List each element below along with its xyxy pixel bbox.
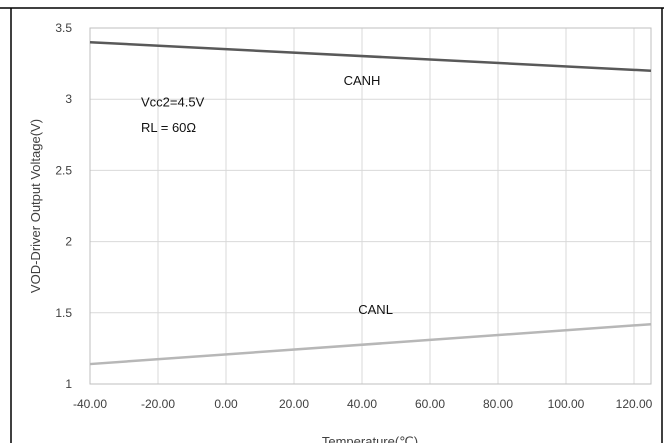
x-tick-label: -40.00 (73, 397, 107, 411)
x-tick-label: 0.00 (214, 397, 238, 411)
y-tick-label: 2 (65, 235, 72, 249)
y-tick-label: 1.5 (55, 306, 72, 320)
x-tick-labels: -40.00 -20.00 0.00 20.00 40.00 60.00 80.00 100.… (73, 397, 653, 411)
x-tick-label: 120.00 (616, 397, 653, 411)
series-label-canl: CANL (358, 302, 393, 317)
y-tick-label: 2.5 (55, 163, 72, 177)
x-axis-title: Temperature(℃) (322, 434, 418, 443)
x-tick-label: 80.00 (483, 397, 513, 411)
x-tick-label: -20.00 (141, 397, 175, 411)
series-label-canh: CANH (344, 73, 381, 88)
x-tick-label: 40.00 (347, 397, 377, 411)
series-layer (89, 40, 652, 366)
annotations: Vcc2=4.5V RL = 60Ω (141, 94, 205, 135)
series-labels: CANH CANL (344, 73, 393, 317)
annotation-text: RL = 60Ω (141, 120, 196, 135)
plot-area (89, 27, 652, 385)
x-tick-label: 60.00 (415, 397, 445, 411)
annotation-text: Vcc2=4.5V (141, 94, 205, 109)
x-tick-label: 100.00 (548, 397, 585, 411)
y-axis-title: VOD-Driver Output Voltage(V) (28, 119, 43, 293)
y-tick-label: 1 (65, 377, 72, 391)
y-tick-label: 3.5 (55, 21, 72, 35)
series-line-canl (89, 322, 652, 366)
gridlines (89, 27, 651, 385)
y-tick-label: 3 (65, 92, 72, 106)
series-line-canh (89, 40, 652, 72)
y-tick-labels: 1 1.5 2 2.5 3 3.5 (55, 21, 72, 391)
plot-background (90, 28, 651, 384)
x-tick-label: 20.00 (279, 397, 309, 411)
plot-border (89, 27, 652, 385)
